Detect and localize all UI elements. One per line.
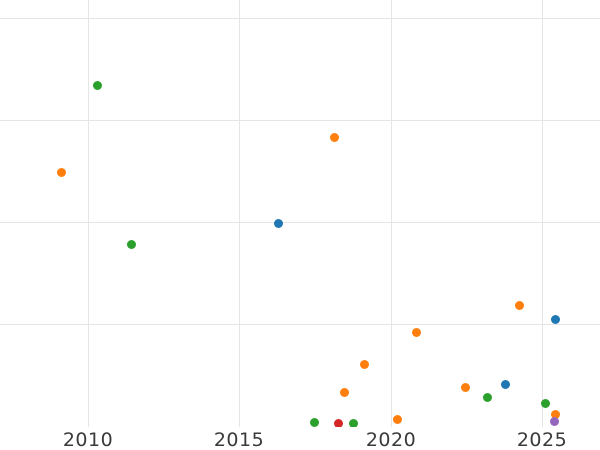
scatter-point-purple: [549, 417, 559, 427]
scatter-point-green: [127, 239, 137, 249]
scatter-point-orange: [339, 387, 349, 397]
scatter-point-green: [348, 419, 358, 427]
scatter-point-orange: [411, 327, 421, 337]
vertical-gridline: [88, 0, 89, 427]
scatter-point-orange: [56, 167, 66, 177]
scatter-point-green: [541, 399, 551, 409]
scatter-point-red: [334, 419, 344, 427]
horizontal-gridline: [0, 120, 600, 121]
horizontal-gridline: [0, 18, 600, 19]
scatter-point-blue: [500, 379, 510, 389]
scatter-point-orange: [515, 301, 525, 311]
x-tick-label: 2015: [213, 429, 265, 450]
x-tick-label: 2020: [365, 429, 417, 450]
vertical-gridline: [542, 0, 543, 427]
scatter-point-orange: [329, 132, 339, 142]
scatter-point-blue: [274, 218, 284, 228]
x-tick-label: 2010: [62, 429, 114, 450]
scatter-point-blue: [551, 315, 561, 325]
plot-area: [0, 0, 600, 427]
vertical-gridline: [239, 0, 240, 427]
horizontal-gridline: [0, 222, 600, 223]
scatter-point-green: [483, 392, 493, 402]
scatter-point-green: [93, 80, 103, 90]
horizontal-gridline: [0, 324, 600, 325]
scatter-point-orange: [359, 360, 369, 370]
scatter-point-orange: [460, 382, 470, 392]
scatter-point-green: [309, 418, 319, 427]
scatter-point-orange: [393, 415, 403, 425]
x-tick-label: 2025: [516, 429, 568, 450]
vertical-gridline: [391, 0, 392, 427]
scatter-point-orange: [551, 410, 561, 420]
